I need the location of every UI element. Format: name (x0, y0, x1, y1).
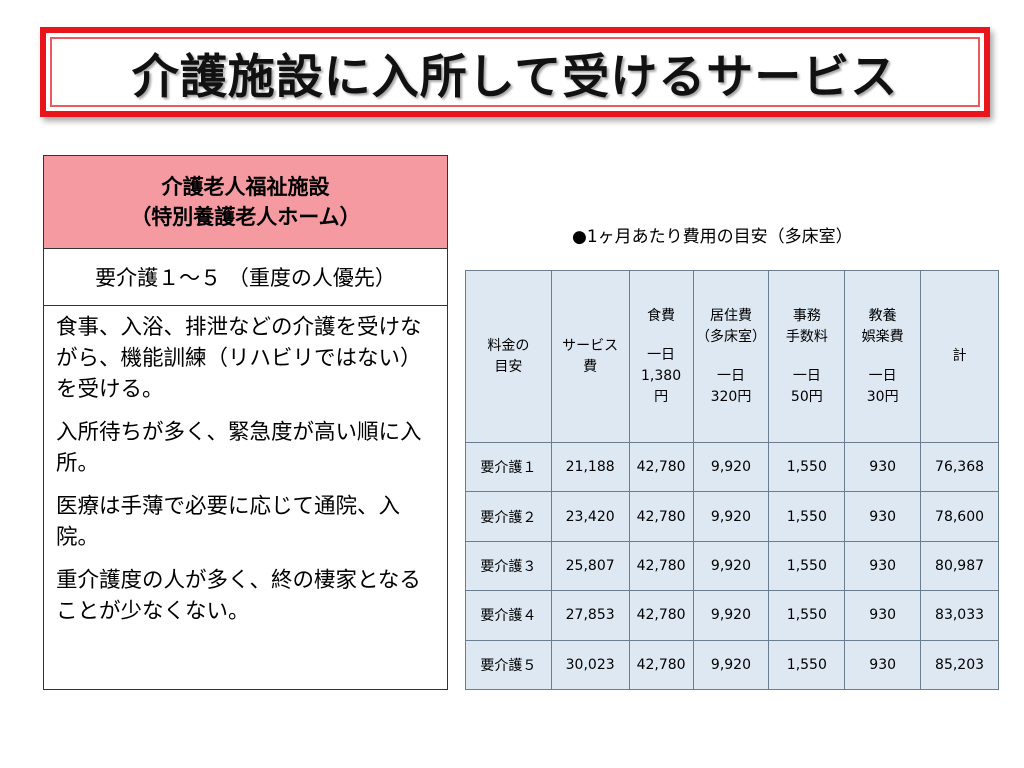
cell-admin: 1,550 (768, 540, 846, 592)
facility-panel: 介護老人福祉施設 （特別養護老人ホーム） 要介護１～５ （重度の人優先） 食事、… (43, 155, 448, 690)
header-total: 計 (920, 270, 999, 443)
cell-food: 42,780 (628, 540, 694, 592)
cell-service: 23,420 (550, 491, 630, 542)
cell-housing: 9,920 (692, 590, 770, 641)
header-admin-fee: 事務 手数料 一日 50円 (768, 270, 846, 443)
cell-leisure: 930 (844, 441, 922, 493)
page-title: 介護施設に入所して受けるサービス (131, 49, 899, 105)
cell-leisure: 930 (844, 491, 922, 542)
cell-level: 要介護２ (465, 491, 552, 542)
cell-level: 要介護４ (465, 590, 552, 641)
cell-admin: 1,550 (768, 639, 846, 691)
header-fee-label: 料金の 目安 (465, 270, 552, 443)
facility-eligibility: 要介護１～５ （重度の人優先） (44, 249, 447, 306)
cell-food: 42,780 (628, 491, 694, 542)
table-row: 要介護３ 25,807 42,780 9,920 1,550 930 80,98… (465, 540, 999, 592)
cell-food: 42,780 (628, 441, 694, 493)
table-caption: ●1ヶ月あたり費用の目安（多床室） (572, 227, 853, 247)
cell-service: 25,807 (550, 540, 630, 592)
cell-food: 42,780 (628, 590, 694, 641)
header-leisure-fee: 教養 娯楽費 一日 30円 (844, 270, 922, 443)
header-service-fee: サービス 費 (550, 270, 630, 443)
cell-admin: 1,550 (768, 441, 846, 493)
cell-housing: 9,920 (692, 639, 770, 691)
table-row: 要介護４ 27,853 42,780 9,920 1,550 930 83,03… (465, 590, 999, 641)
fee-table: 料金の 目安 サービス 費 食費 一日 1,380 円 居住費 （多床室） 一日 (465, 270, 999, 691)
cell-service: 30,023 (550, 639, 630, 691)
header-food-fee: 食費 一日 1,380 円 (628, 270, 694, 443)
cell-housing: 9,920 (692, 540, 770, 592)
description-item: 入所待ちが多く、緊急度が高い順に入所。 (56, 420, 422, 476)
title-banner-inner: 介護施設に入所して受けるサービス (50, 37, 980, 107)
cell-admin: 1,550 (768, 590, 846, 641)
table-row: 要介護５ 30,023 42,780 9,920 1,550 930 85,20… (465, 639, 999, 691)
facility-header: 介護老人福祉施設 （特別養護老人ホーム） (44, 156, 447, 249)
facility-subname: （特別養護老人ホーム） (130, 205, 361, 229)
cell-housing: 9,920 (692, 491, 770, 542)
header-housing-fee: 居住費 （多床室） 一日 320円 (692, 270, 770, 443)
cell-service: 21,188 (550, 441, 630, 493)
cell-total: 76,368 (920, 441, 999, 493)
cell-leisure: 930 (844, 590, 922, 641)
cell-leisure: 930 (844, 639, 922, 691)
cell-total: 85,203 (920, 639, 999, 691)
cell-admin: 1,550 (768, 491, 846, 542)
cell-level: 要介護５ (465, 639, 552, 691)
description-item: 重介護度の人が多く、終の棲家となることが少なくない。 (56, 568, 421, 624)
cell-level: 要介護３ (465, 540, 552, 592)
cell-service: 27,853 (550, 590, 630, 641)
description-item: 医療は手薄で必要に応じて通院、入院。 (56, 494, 401, 550)
cell-total: 83,033 (920, 590, 999, 641)
description-item: 食事、入浴、排泄などの介護を受けながら、機能訓練（リハビリではない）を受ける。 (56, 315, 422, 402)
facility-description: 食事、入浴、排泄などの介護を受けながら、機能訓練（リハビリではない）を受ける。 … (44, 306, 447, 627)
cell-total: 78,600 (920, 491, 999, 542)
cell-level: 要介護１ (465, 441, 552, 493)
cell-food: 42,780 (628, 639, 694, 691)
cell-leisure: 930 (844, 540, 922, 592)
cell-housing: 9,920 (692, 441, 770, 493)
cell-total: 80,987 (920, 540, 999, 592)
table-row: 要介護２ 23,420 42,780 9,920 1,550 930 78,60… (465, 491, 999, 542)
title-banner: 介護施設に入所して受けるサービス (40, 27, 990, 117)
table-row: 要介護１ 21,188 42,780 9,920 1,550 930 76,36… (465, 441, 999, 493)
facility-name: 介護老人福祉施設 (161, 175, 330, 199)
